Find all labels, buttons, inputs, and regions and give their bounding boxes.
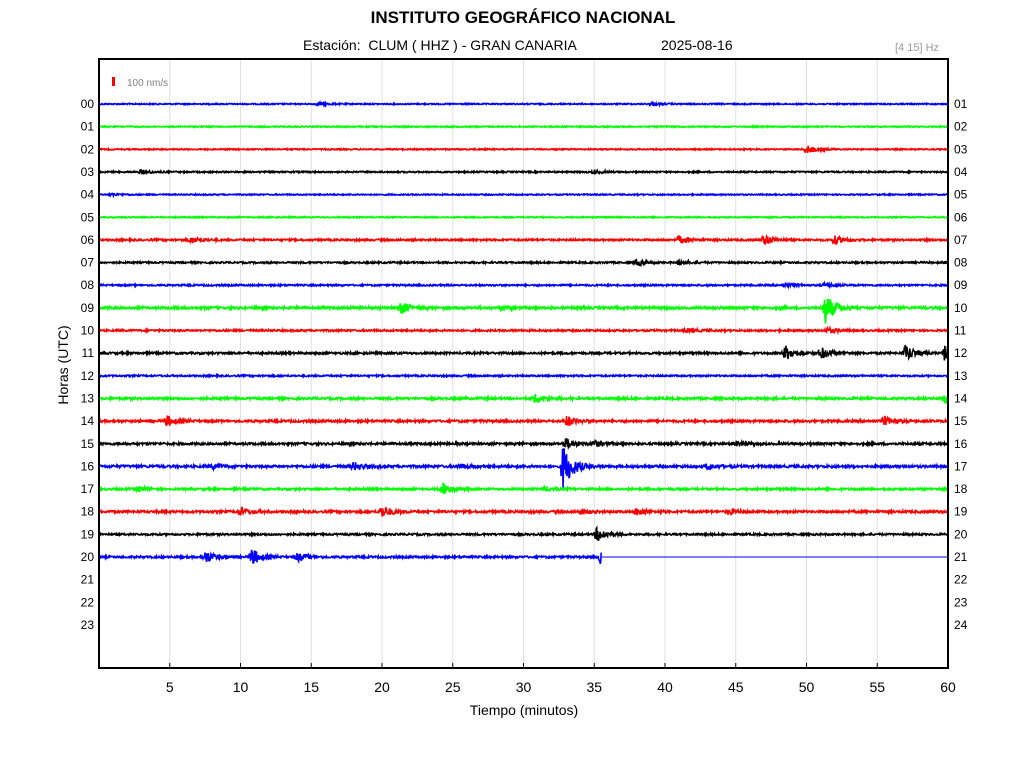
trace-hour-09: [98, 298, 949, 324]
y-tick-right-label: 23: [954, 595, 968, 609]
trace-hour-19: [98, 525, 949, 542]
y-tick-right-label: 14: [954, 391, 968, 405]
x-tick-label: 45: [728, 679, 744, 695]
y-tick-left-label: 12: [81, 369, 95, 383]
y-tick-left-label: 13: [81, 391, 95, 405]
y-tick-left-label: 21: [81, 573, 95, 587]
y-tick-left-label: 09: [81, 301, 95, 315]
y-tick-right-label: 18: [954, 482, 968, 496]
trace-hour-11: [98, 344, 949, 362]
trace-hour-12: [98, 372, 949, 380]
record-date: 2025-08-16: [661, 37, 733, 53]
trace-hour-06: [98, 233, 949, 245]
chart-title: INSTITUTO GEOGRÁFICO NACIONAL: [370, 8, 676, 27]
y-tick-right-label: 05: [954, 188, 968, 202]
trace-hour-05: [98, 214, 949, 220]
x-tick-label: 40: [657, 679, 673, 695]
x-tick-label: 60: [940, 679, 956, 695]
trace-hour-13: [98, 393, 949, 404]
x-tick-label: 25: [445, 679, 461, 695]
y-tick-right-label: 19: [954, 505, 968, 519]
y-tick-right-label: 16: [954, 437, 968, 451]
x-axis-label: Tiempo (minutos): [470, 702, 578, 718]
trace-hour-20: [98, 549, 602, 565]
y-tick-right-label: 12: [954, 346, 968, 360]
y-tick-left-label: 06: [81, 233, 95, 247]
station-label: Estación:: [303, 37, 361, 53]
x-tick-label: 5: [166, 679, 174, 695]
x-tick-label: 10: [233, 679, 249, 695]
scale-label: 100 nm/s: [127, 78, 168, 89]
trace-hour-18: [98, 506, 949, 517]
y-tick-right-label: 06: [954, 210, 968, 224]
x-tick-label: 55: [869, 679, 885, 695]
y-ticks-right: 01 02 03 04 05 06 07 08 09 10 11 12 13 14 15 16 17 18 19 20…: [954, 97, 968, 632]
x-tick-label: 15: [303, 679, 319, 695]
trace-hour-17: [98, 482, 949, 495]
y-tick-left-label: 18: [81, 505, 95, 519]
y-tick-left-label: 08: [81, 278, 95, 292]
y-tick-left-label: 22: [81, 595, 95, 609]
grid-lines: [169, 59, 878, 668]
trace-hour-15: [98, 438, 949, 451]
trace-hour-07: [98, 258, 949, 268]
y-tick-right-label: 10: [954, 301, 968, 315]
scale-bar: [112, 77, 115, 86]
y-tick-left-label: 20: [81, 550, 95, 564]
y-tick-right-label: 02: [954, 120, 968, 134]
y-tick-right-label: 13: [954, 369, 968, 383]
trace-hour-02: [98, 145, 949, 154]
y-tick-left-label: 02: [81, 142, 95, 156]
trace-hour-01: [98, 124, 948, 130]
trace-hour-14: [98, 415, 949, 427]
y-tick-left-label: 07: [81, 256, 95, 270]
trace-hour-00: [98, 99, 949, 108]
trace-hour-16: [98, 448, 949, 488]
y-tick-left-label: 16: [81, 459, 95, 473]
y-tick-left-label: 17: [81, 482, 95, 496]
y-tick-right-label: 09: [954, 278, 968, 292]
y-tick-left-label: 11: [82, 346, 95, 360]
y-tick-right-label: 04: [954, 165, 968, 179]
y-tick-right-label: 07: [954, 233, 968, 247]
station-name: CLUM ( HHZ ) - GRAN CANARIA: [368, 37, 577, 53]
y-tick-right-label: 24: [954, 618, 968, 632]
trace-hour-08: [98, 280, 949, 290]
y-tick-left-label: 15: [81, 437, 95, 451]
x-tick-label: 35: [586, 679, 602, 695]
y-tick-left-label: 00: [81, 97, 95, 111]
y-tick-left-label: 03: [81, 165, 95, 179]
station-info: Estación: CLUM ( HHZ ) - GRAN CANARIA: [303, 37, 577, 53]
y-tick-left-label: 19: [81, 527, 95, 541]
trace-hour-03: [98, 167, 949, 176]
trace-hour-04: [98, 192, 949, 199]
y-tick-right-label: 21: [954, 550, 968, 564]
filter-band: [4 15] Hz: [895, 42, 940, 54]
x-tick-label: 20: [374, 679, 390, 695]
y-tick-left-label: 05: [81, 210, 95, 224]
x-ticks: 5 10 15 20 25 30 35 40 45 50 55 60: [166, 663, 956, 695]
y-tick-right-label: 15: [954, 414, 968, 428]
y-tick-right-label: 03: [954, 142, 968, 156]
y-tick-right-label: 01: [954, 97, 968, 111]
y-tick-right-label: 11: [954, 324, 967, 338]
y-axis-label: Horas (UTC): [55, 325, 71, 404]
y-tick-left-label: 04: [81, 188, 95, 202]
y-tick-right-label: 22: [954, 573, 968, 587]
y-tick-left-label: 10: [81, 324, 95, 338]
y-ticks-left: 00 01 02 03 04 05 06 07 08 09 10 11 12 13 14 15 16 17 18 19…: [81, 97, 95, 632]
trace-group: [98, 99, 949, 565]
x-tick-label: 50: [799, 679, 815, 695]
y-tick-right-label: 08: [954, 256, 968, 270]
y-tick-left-label: 01: [81, 120, 95, 134]
y-tick-right-label: 20: [954, 527, 968, 541]
y-tick-left-label: 23: [81, 618, 95, 632]
x-tick-label: 30: [516, 679, 532, 695]
trace-hour-10: [98, 324, 949, 335]
y-tick-right-label: 17: [954, 459, 968, 473]
y-tick-left-label: 14: [81, 414, 95, 428]
